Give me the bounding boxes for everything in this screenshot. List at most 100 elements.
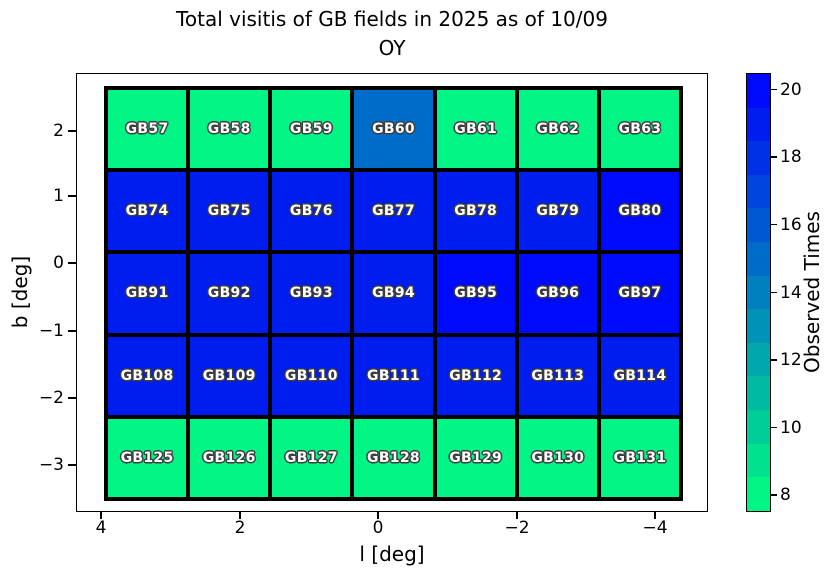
heatmap-cell-gb80: GB80 <box>600 172 679 251</box>
heatmap-cell-gb59: GB59 <box>272 90 351 169</box>
cell-label: GB59 <box>289 121 333 138</box>
cell-label: GB63 <box>618 121 662 138</box>
x-tick-label: −2 <box>504 518 530 538</box>
colorbar-tick-label: 14 <box>780 282 802 303</box>
cell-label: GB96 <box>536 285 580 302</box>
cell-label: GB127 <box>284 449 338 466</box>
colorbar-segment-13 <box>747 309 770 343</box>
heatmap-cell-gb108: GB108 <box>108 336 187 415</box>
y-tick-label: 2 <box>53 121 64 141</box>
heatmap-cell-gb127: GB127 <box>272 418 351 497</box>
colorbar-tick-label: 20 <box>780 79 802 100</box>
cell-label: GB114 <box>613 367 667 384</box>
heatmap-cell-gb97: GB97 <box>600 254 679 333</box>
cell-label: GB75 <box>207 203 251 220</box>
y-tick-mark <box>68 464 76 466</box>
heatmap-cell-gb129: GB129 <box>436 418 515 497</box>
colorbar-segment-9 <box>747 443 770 478</box>
heatmap-cell-gb131: GB131 <box>600 418 679 497</box>
plot-area: GB57 GB58 GB59 GB60 GB61 GB62 GB63 GB74 GB75 GB76… <box>76 73 708 512</box>
cell-label: GB129 <box>449 449 503 466</box>
y-tick-label: −3 <box>38 455 64 475</box>
cell-label: GB77 <box>372 203 415 220</box>
heatmap-cell-gb92: GB92 <box>190 254 269 333</box>
chart-title-line-1: Total visitis of GB fields in 2025 as of… <box>176 7 608 31</box>
heatmap-cell-gb125: GB125 <box>108 418 187 497</box>
colorbar-segment-17 <box>747 174 770 209</box>
cell-label: GB94 <box>372 285 415 302</box>
cell-label: GB112 <box>449 367 503 384</box>
cell-label: GB95 <box>454 285 498 302</box>
heatmap-cell-gb61: GB61 <box>436 90 515 169</box>
colorbar-tick-mark <box>771 291 777 293</box>
colorbar-tick-label: 8 <box>780 485 791 506</box>
cell-label: GB60 <box>372 121 415 138</box>
colorbar-tick-mark <box>771 156 777 158</box>
cell-label: GB57 <box>125 121 169 138</box>
heatmap-cell-gb77: GB77 <box>354 172 433 251</box>
y-tick-mark <box>68 130 76 132</box>
y-tick-mark <box>68 330 76 332</box>
heatmap-cell-gb114: GB114 <box>600 336 679 415</box>
heatmap-cell-gb109: GB109 <box>190 336 269 415</box>
colorbar-tick-label: 10 <box>780 417 802 438</box>
heatmap-cell-gb63: GB63 <box>600 90 679 169</box>
cell-label: GB58 <box>207 121 251 138</box>
y-tick-mark <box>68 195 76 197</box>
y-tick-label: 0 <box>53 253 64 273</box>
x-tick-label: 4 <box>95 518 107 538</box>
chart-title: Total visitis of GB fields in 2025 as of… <box>76 5 708 63</box>
x-tick-mark <box>377 511 379 519</box>
heatmap-cell-gb96: GB96 <box>518 254 597 333</box>
colorbar-tick-label: 16 <box>780 214 802 235</box>
cell-label: GB97 <box>618 285 662 302</box>
y-tick-label: 1 <box>53 186 64 206</box>
heatmap-cell-gb91: GB91 <box>108 254 187 333</box>
heatmap-cell-gb75: GB75 <box>190 172 269 251</box>
cell-label: GB80 <box>618 203 662 220</box>
x-axis-label: l [deg] <box>359 542 425 566</box>
cell-label: GB76 <box>289 203 333 220</box>
heatmap-grid: GB57 GB58 GB59 GB60 GB61 GB62 GB63 GB74 GB75 GB76… <box>104 86 683 501</box>
heatmap-cell-gb110: GB110 <box>272 336 351 415</box>
colorbar-segment-20 <box>747 74 770 108</box>
colorbar-segment-8 <box>747 477 770 511</box>
colorbar-tick-mark <box>771 88 777 91</box>
colorbar-segment-14 <box>747 275 770 310</box>
cell-label: GB125 <box>120 449 174 466</box>
heatmap-cell-gb74: GB74 <box>108 172 187 251</box>
colorbar-segment-19 <box>747 107 770 142</box>
heatmap-cell-gb79: GB79 <box>518 172 597 251</box>
x-tick-mark <box>100 511 102 519</box>
heatmap-cell-gb95: GB95 <box>436 254 515 333</box>
heatmap-cell-gb128: GB128 <box>354 418 433 497</box>
heatmap-cell-gb93: GB93 <box>272 254 351 333</box>
colorbar-tick-label: 12 <box>780 350 802 371</box>
x-tick-mark <box>239 511 241 519</box>
cell-label: GB126 <box>202 449 256 466</box>
colorbar-tick-label: 18 <box>780 147 802 168</box>
colorbar-segment-10 <box>747 410 770 444</box>
y-tick-label: −1 <box>38 321 64 341</box>
cell-label: GB78 <box>454 203 498 220</box>
cell-label: GB111 <box>367 367 420 384</box>
heatmap-cell-gb94: GB94 <box>354 254 433 333</box>
cell-label: GB130 <box>531 449 585 466</box>
colorbar-tick-mark <box>771 494 777 496</box>
cell-label: GB74 <box>125 203 169 220</box>
heatmap-cell-gb57: GB57 <box>108 90 187 169</box>
colorbar-segment-11 <box>747 376 770 411</box>
y-axis-label: b [deg] <box>8 255 32 329</box>
cell-label: GB110 <box>284 367 338 384</box>
cell-label: GB61 <box>454 121 498 138</box>
heatmap-cell-gb130: GB130 <box>518 418 597 497</box>
heatmap-cell-gb60: GB60 <box>354 90 433 169</box>
heatmap-cell-gb126: GB126 <box>190 418 269 497</box>
heatmap-cell-gb78: GB78 <box>436 172 515 251</box>
x-tick-mark <box>516 511 518 519</box>
chart-title-line-2: OY <box>378 36 406 60</box>
cell-label: GB62 <box>536 121 580 138</box>
heatmap-cell-gb62: GB62 <box>518 90 597 169</box>
colorbar-tick-mark <box>771 223 777 226</box>
